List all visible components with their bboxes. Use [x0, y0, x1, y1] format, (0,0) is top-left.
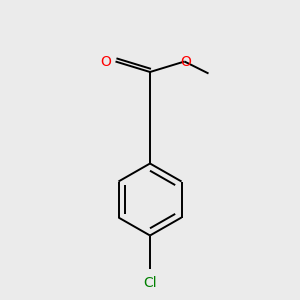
Text: Cl: Cl — [143, 276, 157, 290]
Text: O: O — [181, 55, 191, 68]
Text: O: O — [100, 55, 111, 68]
